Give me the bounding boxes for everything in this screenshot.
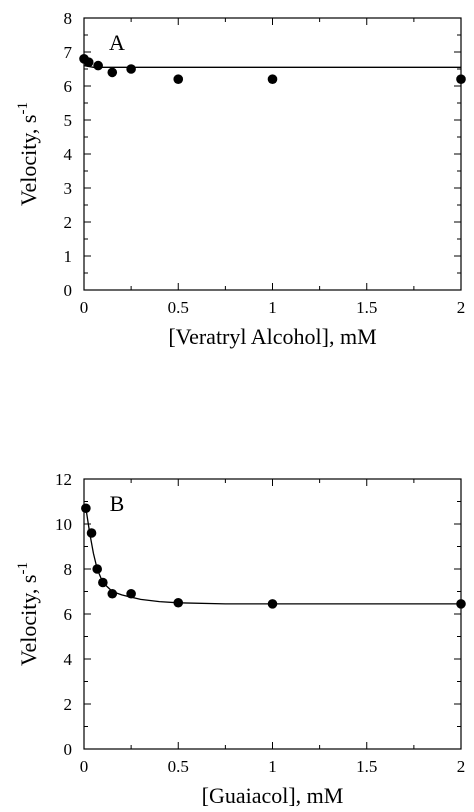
y-tick-label: 12 (55, 470, 72, 489)
y-tick-label: 5 (64, 111, 73, 130)
data-point (126, 64, 136, 74)
y-tick-label: 0 (64, 281, 73, 300)
y-tick-label: 6 (64, 77, 73, 96)
data-point (93, 60, 103, 71)
y-tick-label: 3 (64, 179, 73, 198)
y-tick-label: 4 (64, 145, 73, 164)
y-tick-label: 10 (55, 515, 72, 534)
y-axis-label: Velocity, s-1 (15, 562, 41, 666)
y-tick-label: 7 (64, 43, 73, 62)
y-tick-label: 2 (64, 213, 73, 232)
x-tick-label: 1 (268, 298, 277, 317)
plot-frame-0 (83, 17, 462, 291)
data-point (81, 503, 91, 514)
x-tick-label: 1 (268, 757, 277, 776)
fit-line (85, 508, 461, 605)
y-axis-label-exponent: -1 (15, 562, 31, 575)
x-tick-label: 2 (457, 298, 466, 317)
data-point (173, 597, 184, 608)
data-point (126, 588, 136, 599)
y-tick-label: 6 (64, 605, 73, 624)
x-tick-label: 1.5 (356, 757, 377, 776)
data-point (98, 577, 108, 588)
y-axis-label-text: Velocity, s (16, 115, 41, 206)
data-point (267, 74, 278, 84)
data-point (456, 599, 466, 609)
x-tick-label: 0 (80, 757, 89, 776)
data-point (86, 528, 97, 538)
x-tick-label: 0.5 (168, 298, 189, 317)
y-tick-label: 8 (64, 9, 73, 28)
data-point (456, 74, 466, 84)
data-point (267, 599, 278, 609)
fit-line (83, 64, 461, 68)
data-point (107, 588, 118, 599)
x-axis-label: [Guaiacol], mM (202, 783, 344, 808)
y-tick-label: 2 (64, 695, 73, 714)
x-tick-label: 0.5 (168, 757, 189, 776)
y-axis-label-text: Velocity, s (16, 575, 41, 666)
panel-label: B (110, 491, 125, 516)
y-axis-label: Velocity, s-1 (15, 102, 41, 206)
x-tick-label: 2 (457, 757, 466, 776)
y-axis-label-exponent: -1 (15, 102, 31, 115)
data-point (83, 57, 94, 67)
x-axis-label: [Veratryl Alcohol], mM (168, 324, 376, 349)
y-tick-label: 4 (64, 650, 73, 669)
y-tick-label: 8 (64, 560, 73, 579)
plot-frame-1 (83, 478, 462, 750)
data-point (92, 564, 102, 574)
data-point (173, 74, 184, 84)
x-tick-label: 0 (80, 298, 89, 317)
panel-label: A (109, 30, 125, 55)
y-tick-label: 0 (64, 740, 73, 759)
y-tick-label: 1 (64, 247, 73, 266)
data-point (107, 67, 118, 78)
x-tick-label: 1.5 (356, 298, 377, 317)
